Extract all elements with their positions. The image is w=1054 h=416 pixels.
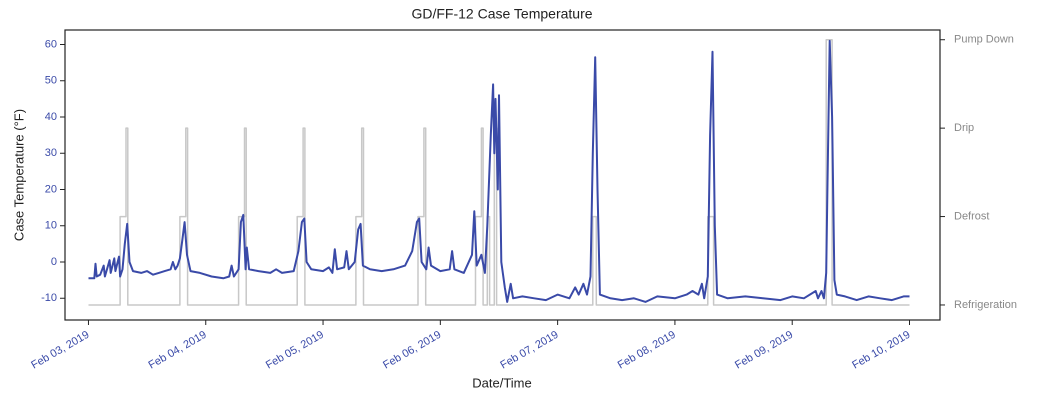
y2-tick-label: Refrigeration (954, 299, 1017, 311)
y-tick-label: 40 (45, 111, 57, 123)
y-tick-label: 30 (45, 147, 57, 159)
y2-tick-label: Drip (954, 122, 974, 134)
x-tick-label: Feb 05, 2019 (264, 329, 326, 372)
y-tick-label: 0 (51, 256, 57, 268)
x-tick-label: Feb 04, 2019 (147, 329, 209, 372)
x-tick-label: Feb 06, 2019 (381, 329, 443, 372)
x-tick-label: Feb 03, 2019 (29, 329, 91, 372)
y2-tick-label: Pump Down (954, 34, 1014, 46)
y-tick-label: 60 (45, 38, 57, 50)
x-tick-label: Feb 08, 2019 (616, 329, 678, 372)
y-tick-label: 20 (45, 183, 57, 195)
temperature-line (88, 39, 910, 303)
x-tick-label: Feb 10, 2019 (850, 329, 912, 372)
y-tick-label: -10 (41, 292, 57, 304)
y-tick-label: 10 (45, 220, 57, 232)
y-axis-label: Case Temperature (°F) (11, 109, 26, 241)
plot-frame (64, 29, 941, 321)
mode-line (88, 38, 910, 306)
x-tick-label: Feb 09, 2019 (733, 329, 795, 372)
chart-title: GD/FF-12 Case Temperature (411, 6, 592, 22)
x-tick-label: Feb 07, 2019 (498, 329, 560, 372)
y2-tick-label: Defrost (954, 210, 989, 222)
x-axis-label: Date/Time (472, 375, 531, 390)
y-tick-label: 50 (45, 75, 57, 87)
